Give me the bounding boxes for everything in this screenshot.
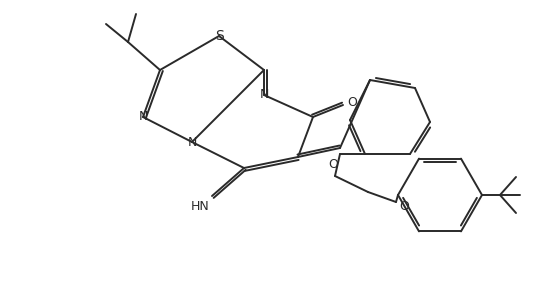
- Text: HN: HN: [191, 199, 209, 213]
- Text: N: N: [138, 111, 148, 124]
- Text: O: O: [328, 158, 338, 171]
- Text: N: N: [259, 89, 269, 102]
- Text: O: O: [347, 96, 357, 109]
- Text: S: S: [215, 29, 223, 43]
- Text: O: O: [399, 201, 409, 213]
- Text: N: N: [187, 135, 197, 149]
